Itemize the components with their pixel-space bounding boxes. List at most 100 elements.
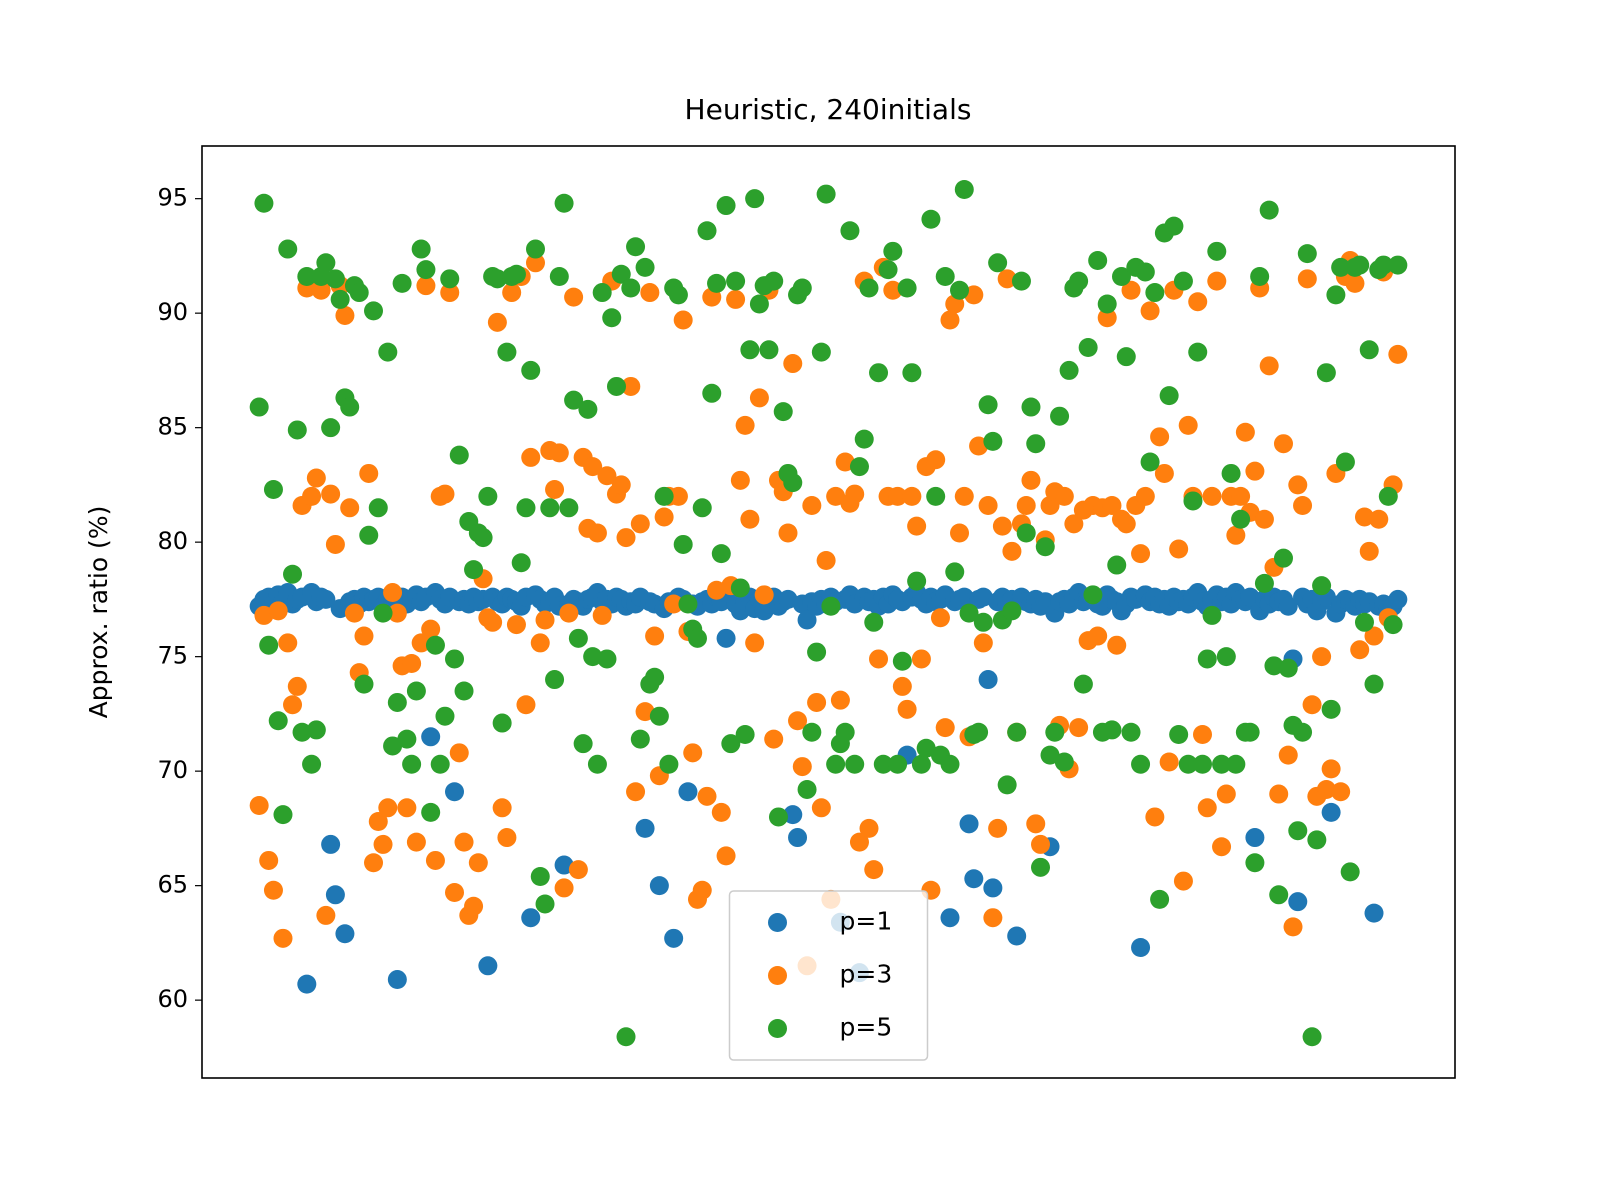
- scatter-point: [992, 516, 1012, 536]
- scatter-point: [711, 802, 731, 822]
- scatter-point: [1226, 525, 1246, 545]
- scatter-point: [1088, 626, 1108, 646]
- scatter-point: [311, 280, 331, 300]
- scatter-point: [697, 221, 717, 241]
- scatter-point: [478, 486, 498, 506]
- scatter-point: [916, 738, 936, 758]
- scatter-point: [554, 193, 574, 213]
- scatter-point: [1059, 360, 1079, 380]
- scatter-point: [978, 670, 998, 690]
- scatter-point: [1054, 486, 1074, 506]
- scatter-point: [1369, 509, 1389, 529]
- scatter-point: [449, 445, 469, 465]
- scatter-point: [487, 312, 507, 332]
- scatter-point: [907, 516, 927, 536]
- y-tick-label: 60: [157, 985, 188, 1013]
- y-tick-label: 75: [157, 642, 188, 670]
- scatter-point: [1107, 555, 1127, 575]
- scatter-point: [483, 612, 503, 632]
- scatter-point: [1321, 802, 1341, 822]
- scatter-point: [263, 880, 283, 900]
- scatter-point: [969, 436, 989, 456]
- scatter-point: [1259, 356, 1279, 376]
- scatter-point: [988, 818, 1008, 838]
- y-tick-label: 65: [157, 871, 188, 899]
- scatter-point: [950, 523, 970, 543]
- scatter-point: [783, 354, 803, 374]
- scatter-point: [397, 798, 417, 818]
- scatter-point: [1278, 596, 1298, 616]
- scatter-point: [564, 287, 584, 307]
- legend-label: p=1: [840, 907, 893, 936]
- scatter-point: [387, 970, 407, 990]
- scatter-point: [535, 894, 555, 914]
- scatter-point: [859, 818, 879, 838]
- scatter-point: [1150, 427, 1170, 447]
- scatter-point: [1259, 200, 1279, 220]
- scatter-point: [1264, 656, 1284, 676]
- scatter-point: [1212, 754, 1232, 774]
- scatter-point: [1240, 587, 1260, 607]
- scatter-point: [430, 754, 450, 774]
- scatter-point: [530, 866, 550, 886]
- scatter-point: [1235, 422, 1255, 442]
- scatter-point: [764, 271, 784, 291]
- scatter-point: [1112, 267, 1132, 287]
- scatter-point: [1135, 486, 1155, 506]
- scatter-point: [1302, 695, 1322, 715]
- scatter-point: [735, 725, 755, 745]
- scatter-point: [1083, 585, 1103, 605]
- scatter-point: [811, 798, 831, 818]
- scatter-point: [373, 603, 393, 623]
- scatter-point: [278, 239, 298, 259]
- scatter-point: [811, 342, 831, 362]
- scatter-point: [721, 734, 741, 754]
- scatter-point: [1016, 523, 1036, 543]
- scatter-point: [792, 757, 812, 777]
- scatter-point: [1021, 397, 1041, 417]
- scatter-point: [402, 654, 422, 674]
- scatter-point: [1216, 647, 1236, 667]
- scatter-point: [254, 193, 274, 213]
- scatter-point: [788, 828, 808, 848]
- scatter-point: [1069, 718, 1089, 738]
- scatter-point: [1254, 573, 1274, 593]
- scatter-point: [635, 257, 655, 277]
- scatter-point: [1231, 509, 1251, 529]
- scatter-point: [378, 798, 398, 818]
- scatter-point: [921, 209, 941, 229]
- scatter-point: [726, 271, 746, 291]
- scatter-point: [668, 486, 688, 506]
- scatter-point: [1202, 605, 1222, 625]
- scatter-point: [368, 498, 388, 518]
- scatter-point: [1102, 496, 1122, 516]
- scatter-point: [1293, 722, 1313, 742]
- scatter-point: [354, 674, 374, 694]
- scatter-point: [502, 283, 522, 303]
- scatter-point: [840, 221, 860, 241]
- scatter-point: [1388, 255, 1408, 275]
- scatter-point: [1202, 486, 1222, 506]
- scatter-point: [954, 587, 974, 607]
- scatter-point: [506, 264, 526, 284]
- scatter-point: [835, 722, 855, 742]
- scatter-point: [1088, 250, 1108, 270]
- scatter-point: [1297, 269, 1317, 289]
- scatter-point: [364, 853, 384, 873]
- scatter-point: [344, 603, 364, 623]
- scatter-point: [773, 402, 793, 422]
- scatter-point: [464, 896, 484, 916]
- scatter-point: [606, 376, 626, 396]
- scatter-point: [1240, 722, 1260, 742]
- scatter-point: [964, 869, 984, 889]
- scatter-point: [1135, 262, 1155, 282]
- scatter-point: [621, 278, 641, 298]
- scatter-point: [716, 628, 736, 648]
- scatter-point: [626, 782, 646, 802]
- scatter-point: [621, 376, 641, 396]
- scatter-point: [1145, 807, 1165, 827]
- scatter-point: [1021, 470, 1041, 490]
- scatter-point: [287, 420, 307, 440]
- scatter-point: [1388, 589, 1408, 609]
